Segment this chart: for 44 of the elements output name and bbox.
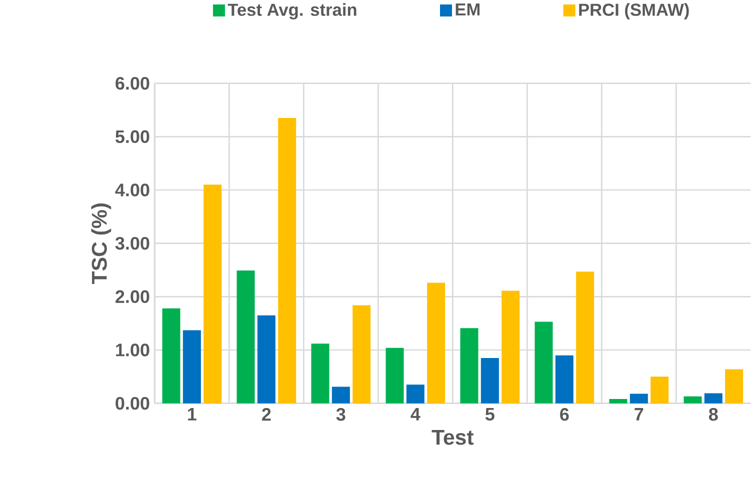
bar xyxy=(386,348,404,404)
y-tick-label: 2.00 xyxy=(116,290,150,304)
y-tick-label: 0.00 xyxy=(116,396,150,410)
bar xyxy=(704,393,722,404)
legend-label: Test Avg. strain xyxy=(228,3,356,20)
bar xyxy=(609,399,628,404)
bar xyxy=(332,386,350,404)
bar xyxy=(534,322,553,404)
x-tick-label: 6 xyxy=(560,408,569,421)
bar xyxy=(182,330,201,404)
bar xyxy=(427,282,446,404)
x-tick-label: 7 xyxy=(634,408,644,420)
legend-label: EM xyxy=(456,4,480,16)
bar xyxy=(480,358,499,404)
x-tick-label: 3 xyxy=(336,408,346,421)
bar xyxy=(236,270,255,404)
x-tick-label: 2 xyxy=(262,408,271,421)
y-axis-title: TSC (%) xyxy=(91,204,112,284)
bar xyxy=(576,272,594,404)
legend-label: PRCI (SMAW) xyxy=(579,3,689,20)
y-tick-label: 5.00 xyxy=(115,130,150,144)
x-axis-title: Test xyxy=(432,430,474,445)
bar xyxy=(650,376,669,404)
bar xyxy=(278,118,296,404)
bar xyxy=(502,290,520,404)
y-tick-label: 3.00 xyxy=(115,236,150,250)
x-tick-label: 1 xyxy=(188,408,196,420)
y-tick-label: 1.00 xyxy=(116,344,150,356)
bar xyxy=(162,308,180,404)
bar xyxy=(460,328,478,404)
y-tick-label: 4.00 xyxy=(115,184,150,196)
bar xyxy=(352,305,371,404)
x-tick-label: 8 xyxy=(708,408,718,421)
bar xyxy=(684,396,702,404)
y-tick-label: 6.00 xyxy=(116,76,150,90)
bar xyxy=(406,384,424,404)
bar xyxy=(311,344,330,404)
bar xyxy=(630,394,648,404)
x-tick-label: 5 xyxy=(485,408,494,421)
bar xyxy=(204,184,222,404)
bar xyxy=(555,355,574,404)
bar xyxy=(257,315,276,404)
x-tick-label: 4 xyxy=(410,408,420,420)
bar xyxy=(725,369,744,404)
